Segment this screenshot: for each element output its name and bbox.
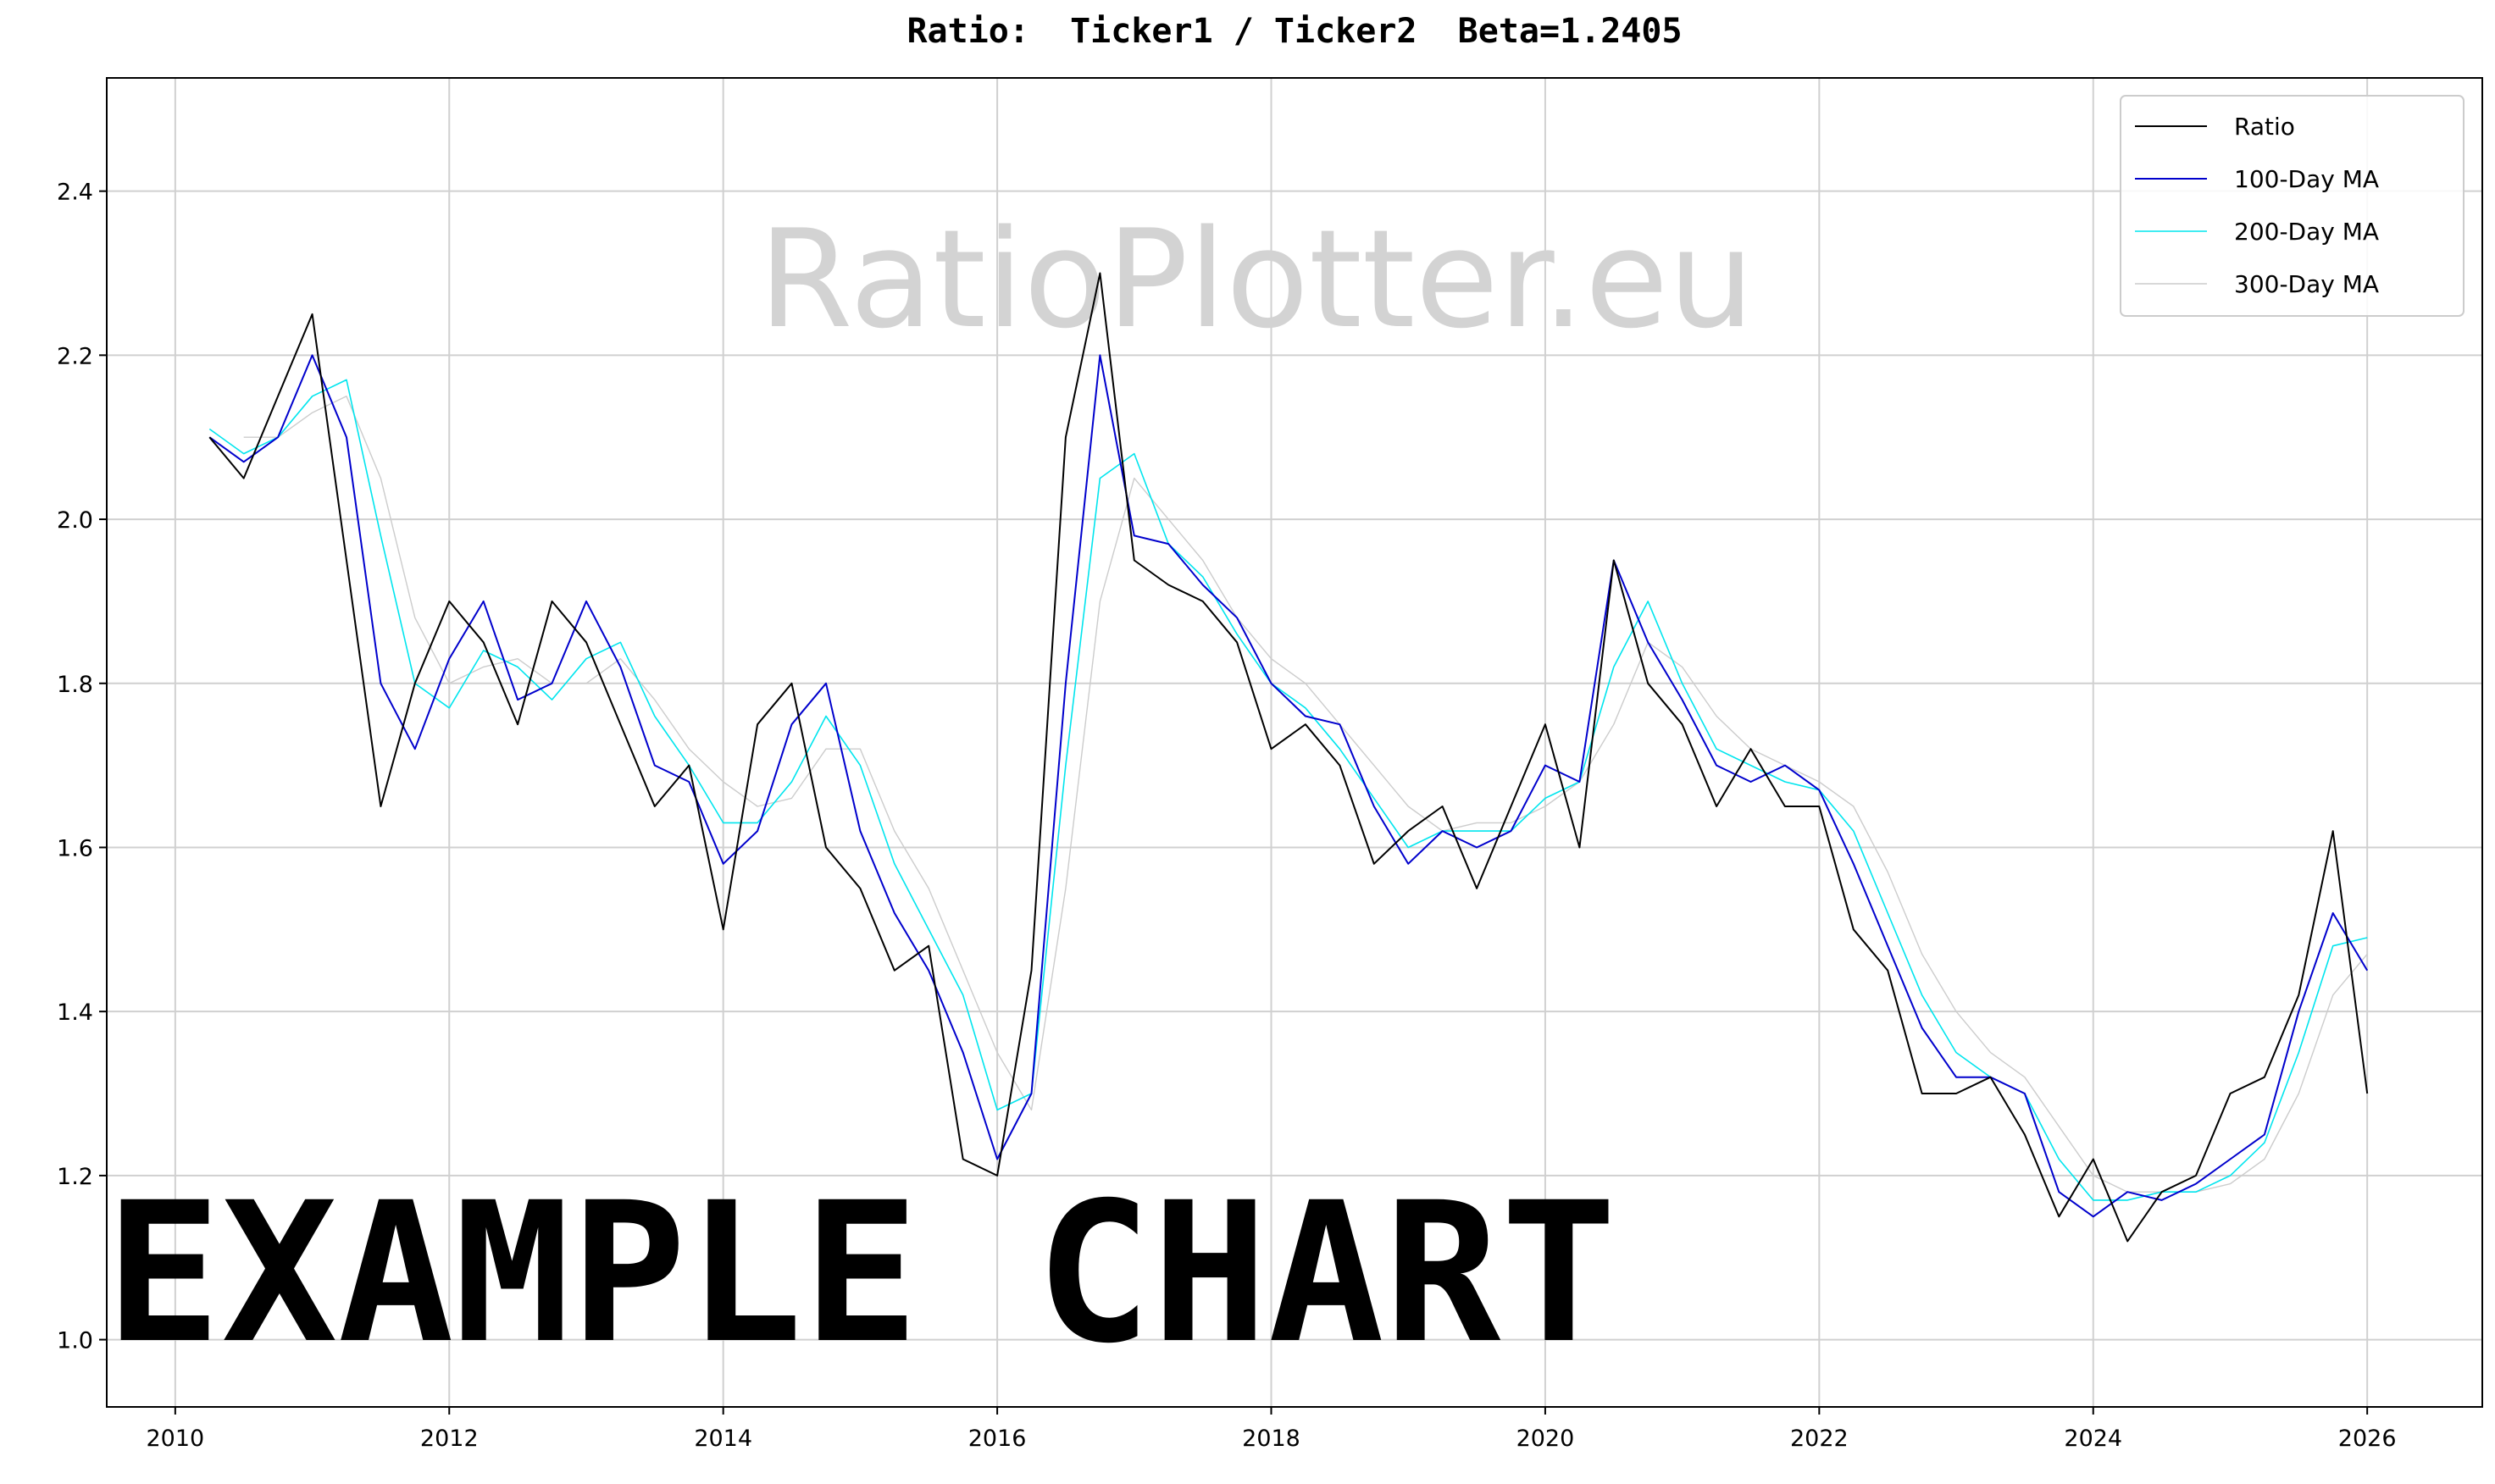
plot-frame [106,77,2483,1408]
y-tick-label: 1.2 [57,1164,93,1190]
y-tick-label: 1.0 [57,1328,93,1354]
legend-label: 300-Day MA [2234,270,2379,298]
legend-box [2120,95,2465,317]
y-tick-label: 2.2 [57,343,93,369]
x-tick-label: 2024 [2064,1426,2122,1452]
legend-label: Ratio [2234,113,2295,141]
x-tick-label: 2020 [1516,1426,1575,1452]
x-tick-label: 2010 [146,1426,204,1452]
legend: Ratio 100-Day MA 200-Day MA 300-Day MA [2120,95,2465,317]
legend-label: 100-Day MA [2234,165,2379,193]
y-tick-label: 1.8 [57,672,93,698]
chart-title: Ratio: Ticker1 / Ticker2 Beta=1.2405 [907,12,1682,51]
x-tick-label: 2016 [968,1426,1027,1452]
y-tick-label: 2.0 [57,507,93,534]
x-tick-label: 2022 [1790,1426,1849,1452]
series-line [208,272,2369,1243]
series-line [243,396,2368,1193]
watermark: RatioPlotter.eu [758,200,1754,358]
plot-lines [208,272,2369,1243]
legend-label: 200-Day MA [2234,218,2379,246]
y-tick-label: 2.4 [57,180,93,206]
y-tick-label: 1.4 [57,999,93,1026]
x-tick-label: 2012 [420,1426,479,1452]
x-tick-label: 2026 [2338,1426,2397,1452]
ticks: 2010 2012 2014 2016 2018 2020 2022 2024 2026 1.0 1… [57,180,2396,1452]
y-tick-label: 1.6 [57,835,93,861]
series-line [208,354,2369,1218]
x-tick-label: 2014 [694,1426,752,1452]
example-label: EXAMPLE CHART [105,1160,1616,1386]
x-tick-label: 2018 [1242,1426,1300,1452]
